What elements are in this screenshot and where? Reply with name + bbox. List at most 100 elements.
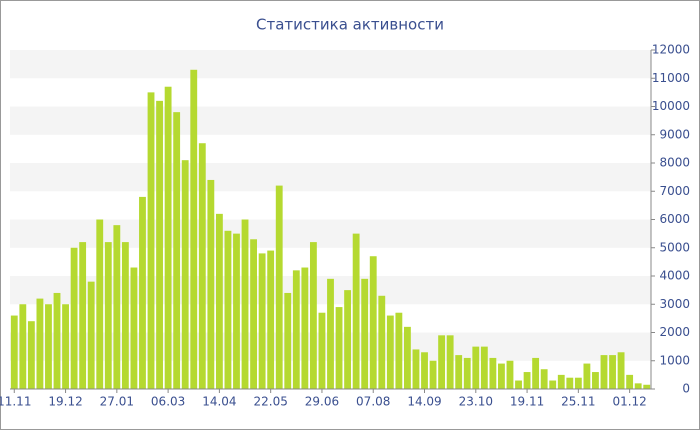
bar xyxy=(421,352,428,389)
y-tick-label: 9000 xyxy=(659,127,690,141)
x-tick-label: 07.08 xyxy=(356,395,390,409)
bar xyxy=(438,335,446,389)
bar xyxy=(250,239,257,389)
bar xyxy=(53,292,61,389)
bar xyxy=(626,374,634,389)
bar xyxy=(532,357,540,389)
bar xyxy=(27,321,35,389)
bar xyxy=(301,267,309,389)
grid-band xyxy=(10,163,651,192)
y-tick-label: 11000 xyxy=(652,71,690,85)
bar xyxy=(515,380,522,389)
bar xyxy=(361,278,369,389)
bar xyxy=(233,233,240,389)
bar xyxy=(79,242,87,389)
bar xyxy=(10,315,18,389)
bar xyxy=(19,304,27,389)
bar xyxy=(215,213,223,389)
bar xyxy=(429,360,437,389)
bar xyxy=(378,295,386,389)
y-tick-label: 0 xyxy=(682,382,690,396)
y-tick-label: 3000 xyxy=(659,297,690,311)
bar xyxy=(480,346,488,389)
bar xyxy=(600,355,608,389)
bar xyxy=(395,312,403,389)
bar xyxy=(574,377,582,389)
bar xyxy=(241,219,249,389)
bar xyxy=(121,242,129,389)
x-tick-label: 29.06 xyxy=(305,395,339,409)
bar xyxy=(634,383,642,389)
x-tick-label: 19.11 xyxy=(510,395,544,409)
bar xyxy=(404,326,411,389)
bar xyxy=(344,290,352,389)
bar xyxy=(181,160,189,389)
bar xyxy=(156,100,163,389)
bar xyxy=(592,372,599,389)
x-tick-label: 01.12 xyxy=(612,395,646,409)
y-tick-label: 10000 xyxy=(652,99,690,113)
bar xyxy=(472,346,480,389)
x-tick-label: 06.03 xyxy=(151,395,185,409)
bar xyxy=(198,143,206,389)
bar xyxy=(164,86,172,389)
y-tick-label: 2000 xyxy=(659,325,690,339)
bar xyxy=(104,242,112,389)
bar xyxy=(455,355,463,389)
bar xyxy=(609,355,616,389)
bar xyxy=(549,380,557,389)
x-tick-label: 23.10 xyxy=(459,395,493,409)
x-tick-label: 25.11 xyxy=(561,395,595,409)
x-tick-label: 14.09 xyxy=(407,395,441,409)
bar xyxy=(113,225,121,389)
bar xyxy=(643,384,651,389)
x-tick-label: 19.12 xyxy=(48,395,82,409)
y-tick-label: 6000 xyxy=(659,212,690,226)
bar xyxy=(45,304,52,389)
bar xyxy=(352,233,360,389)
bar xyxy=(617,352,625,389)
grid-band xyxy=(10,106,651,135)
bar xyxy=(139,196,146,389)
bar xyxy=(309,242,317,389)
bar xyxy=(275,185,283,389)
y-tick-label: 7000 xyxy=(659,184,690,198)
bar xyxy=(566,377,574,389)
bar xyxy=(498,363,505,389)
bar xyxy=(173,112,181,390)
bar xyxy=(284,292,292,389)
x-tick-label: 22.05 xyxy=(253,395,287,409)
bar xyxy=(327,278,334,389)
y-tick-label: 5000 xyxy=(659,240,690,254)
bar xyxy=(446,335,454,389)
bar xyxy=(147,92,155,389)
bar xyxy=(489,357,497,389)
bar xyxy=(258,253,266,389)
bar xyxy=(523,372,531,389)
y-tick-label: 8000 xyxy=(659,156,690,170)
bar xyxy=(267,250,275,389)
bar xyxy=(386,315,394,389)
bar xyxy=(583,363,591,389)
bar xyxy=(190,69,198,390)
bar xyxy=(335,307,343,389)
bar xyxy=(62,304,69,389)
y-tick-label: 4000 xyxy=(659,269,690,283)
bar xyxy=(292,270,300,389)
x-tick-label: 27.01 xyxy=(100,395,134,409)
bar xyxy=(207,179,215,389)
bar xyxy=(318,312,326,389)
bar xyxy=(412,349,420,389)
bar xyxy=(70,247,78,389)
x-tick-label: 11.11 xyxy=(0,395,31,409)
bar xyxy=(369,256,377,389)
bar xyxy=(36,298,44,389)
bar xyxy=(506,360,514,389)
bar xyxy=(87,281,95,389)
chart-title: Статистика активности xyxy=(256,16,444,34)
bar xyxy=(557,374,565,389)
bar xyxy=(96,219,104,389)
grid-band xyxy=(10,50,651,79)
bar xyxy=(130,267,138,389)
